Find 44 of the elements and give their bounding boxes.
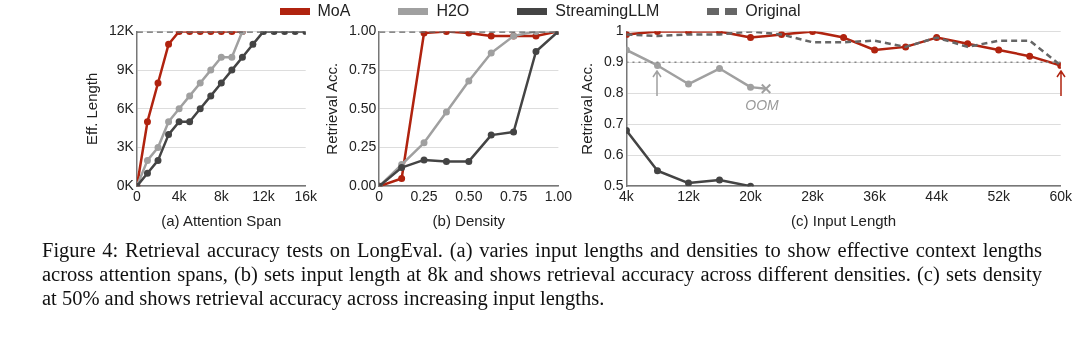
y-tick-label: 12K: [108, 22, 135, 39]
x-tick-label: 12k: [677, 188, 701, 205]
x-tick-label: 8k: [213, 188, 230, 205]
x-tick-label: 0: [375, 188, 384, 205]
y-tick-label: 0.75: [349, 60, 377, 77]
x-axis-title: (a) Attention Span: [161, 212, 282, 230]
x-tick-label: 36k: [863, 188, 887, 205]
x-tick-label: 4k: [171, 188, 188, 205]
y-tick-label: 0.9: [603, 53, 624, 70]
legend-label: MoA: [317, 2, 351, 20]
x-axis-title: (b) Density: [432, 212, 506, 230]
x-tick-label: 0: [133, 188, 142, 205]
y-tick-label: 1.00: [349, 22, 377, 39]
legend-label: Original: [745, 2, 801, 20]
y-axis-title: Retrieval Acc.: [323, 62, 341, 155]
y-tick-label: 1: [615, 22, 624, 39]
y-tick-label: 6K: [116, 99, 135, 116]
y-tick-label: 3K: [116, 138, 135, 155]
x-tick-label: 52k: [987, 188, 1011, 205]
x-tick-label: 44k: [925, 188, 949, 205]
x-tick-label: 1.00: [544, 188, 573, 205]
y-tick-label: 0.25: [349, 138, 377, 155]
y-tick-label: 0.50: [349, 99, 377, 116]
x-tick-label: 28k: [801, 188, 825, 205]
x-axis-title: (c) Input Length: [791, 212, 897, 230]
x-tick-label: 60k: [1049, 188, 1073, 205]
legend-label: StreamingLLM: [555, 2, 660, 20]
x-tick-label: 20k: [739, 188, 763, 205]
x-tick-label: 0.25: [410, 188, 438, 205]
y-tick-label: 0K: [116, 177, 135, 194]
annotation: OOM: [745, 96, 780, 113]
y-tick-label: 0.8: [603, 84, 624, 101]
caption: Figure 4: Retrieval accuracy tests on LongEval. (a) varies input lengths and densities to show effective context lengths across attention spans, (b) sets input length at 8k and shows retrieval accuracy across different densities. (c) sets density at 50% and shows retrieval accuracy across increasing input lengths.: [42, 238, 1042, 310]
y-tick-label: 9K: [116, 60, 135, 77]
x-tick-label: 16k: [294, 188, 318, 205]
x-tick-label: 12k: [252, 188, 276, 205]
legend-label: H2O: [436, 2, 470, 20]
y-tick-label: 0.6: [603, 146, 624, 163]
y-axis-title: Retrieval Acc.: [578, 62, 596, 155]
y-tick-label: 0.00: [349, 177, 377, 194]
y-axis-title: Eff. Length: [83, 72, 101, 145]
y-tick-label: 0.7: [603, 115, 624, 132]
x-tick-label: 0.50: [455, 188, 483, 205]
x-tick-label: 0.75: [499, 188, 528, 205]
